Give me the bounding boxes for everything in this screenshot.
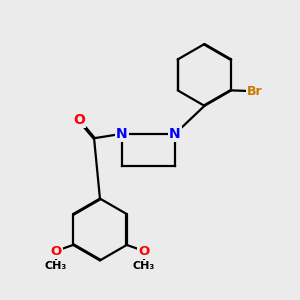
Text: Br: Br <box>247 85 262 98</box>
Text: N: N <box>116 127 128 141</box>
Text: CH₃: CH₃ <box>133 261 155 271</box>
Text: O: O <box>50 245 62 258</box>
Text: N: N <box>169 127 181 141</box>
Text: O: O <box>73 113 85 127</box>
Text: O: O <box>138 245 149 258</box>
Text: CH₃: CH₃ <box>45 261 67 271</box>
